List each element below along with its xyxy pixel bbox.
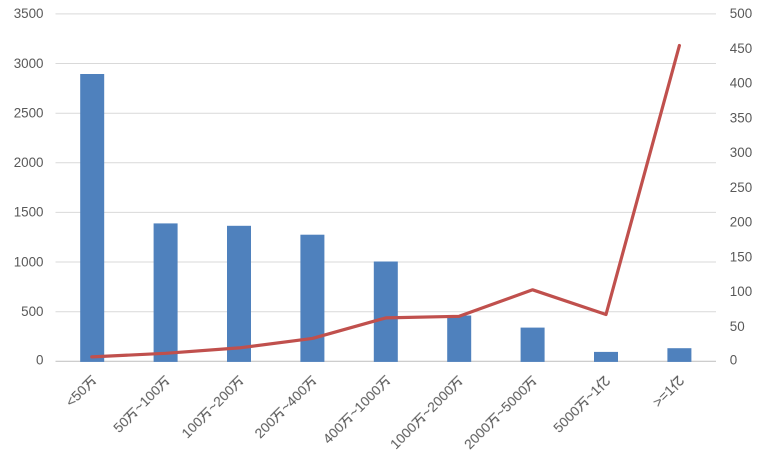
- svg-text:1500: 1500: [14, 205, 44, 220]
- svg-text:300: 300: [730, 145, 752, 160]
- svg-text:500: 500: [730, 6, 752, 21]
- svg-text:200: 200: [730, 215, 752, 230]
- svg-text:350: 350: [730, 110, 752, 125]
- svg-text:400: 400: [730, 76, 752, 91]
- svg-text:3500: 3500: [14, 6, 44, 21]
- svg-text:2500: 2500: [14, 106, 44, 121]
- svg-text:0: 0: [36, 353, 43, 368]
- svg-text:0: 0: [730, 353, 737, 368]
- svg-text:150: 150: [730, 249, 752, 264]
- svg-text:3000: 3000: [14, 56, 44, 71]
- svg-text:500: 500: [21, 304, 43, 319]
- svg-text:450: 450: [730, 41, 752, 56]
- svg-text:250: 250: [730, 180, 752, 195]
- svg-text:2000: 2000: [14, 155, 44, 170]
- svg-text:1000: 1000: [14, 254, 44, 269]
- svg-text:50: 50: [730, 319, 745, 334]
- svg-text:100: 100: [730, 284, 752, 299]
